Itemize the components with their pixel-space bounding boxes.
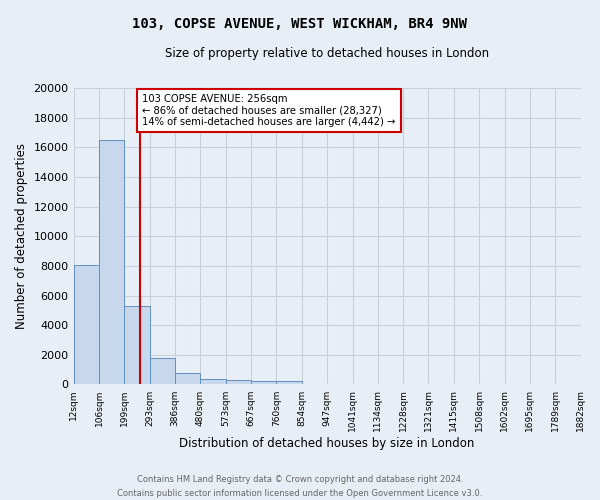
Bar <box>200 380 226 384</box>
Bar <box>150 358 175 384</box>
Bar <box>99 140 124 384</box>
Y-axis label: Number of detached properties: Number of detached properties <box>15 144 28 330</box>
Bar <box>226 380 251 384</box>
Text: Contains HM Land Registry data © Crown copyright and database right 2024.
Contai: Contains HM Land Registry data © Crown c… <box>118 476 482 498</box>
Text: 103, COPSE AVENUE, WEST WICKHAM, BR4 9NW: 103, COPSE AVENUE, WEST WICKHAM, BR4 9NW <box>133 18 467 32</box>
Bar <box>251 381 277 384</box>
Text: 103 COPSE AVENUE: 256sqm
← 86% of detached houses are smaller (28,327)
14% of se: 103 COPSE AVENUE: 256sqm ← 86% of detach… <box>142 94 396 127</box>
Bar <box>124 306 150 384</box>
Bar <box>175 372 200 384</box>
Title: Size of property relative to detached houses in London: Size of property relative to detached ho… <box>165 48 489 60</box>
Bar <box>74 265 99 384</box>
Bar <box>277 382 302 384</box>
X-axis label: Distribution of detached houses by size in London: Distribution of detached houses by size … <box>179 437 475 450</box>
